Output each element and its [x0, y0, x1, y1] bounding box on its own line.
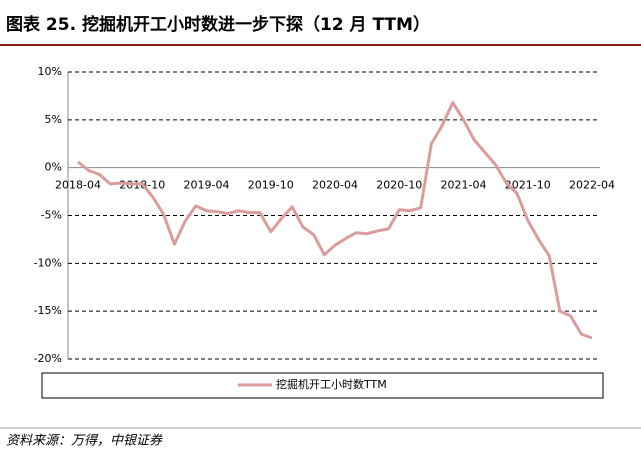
source-note: 资料来源：万得，中银证券 — [6, 434, 163, 449]
x-tick-label: 2019-04 — [184, 179, 230, 192]
y-tick-label: -10% — [34, 256, 62, 269]
x-tick-label: 2021-10 — [505, 179, 551, 192]
x-tick-label: 2018-04 — [55, 179, 101, 192]
x-tick-label: 2020-10 — [376, 179, 422, 192]
y-tick-label: 0% — [45, 161, 62, 174]
y-tick-label: 5% — [45, 113, 62, 126]
y-tick-label: -15% — [34, 304, 62, 317]
x-tick-label: 2019-10 — [248, 179, 294, 192]
legend-label: 挖掘机开工小时数TTM — [276, 377, 387, 391]
series-line — [77, 101, 593, 340]
x-tick-label: 2020-04 — [312, 179, 358, 192]
chart-title: 图表 25. 挖掘机开工小时数进一步下探（12 月 TTM） — [6, 14, 430, 35]
y-tick-label: 10% — [38, 65, 62, 78]
y-tick-label: -20% — [34, 352, 62, 365]
y-tick-label: -5% — [41, 209, 62, 222]
x-tick-label: 2022-04 — [569, 179, 615, 192]
x-tick-label: 2021-04 — [441, 179, 487, 192]
legend-box — [41, 372, 604, 399]
